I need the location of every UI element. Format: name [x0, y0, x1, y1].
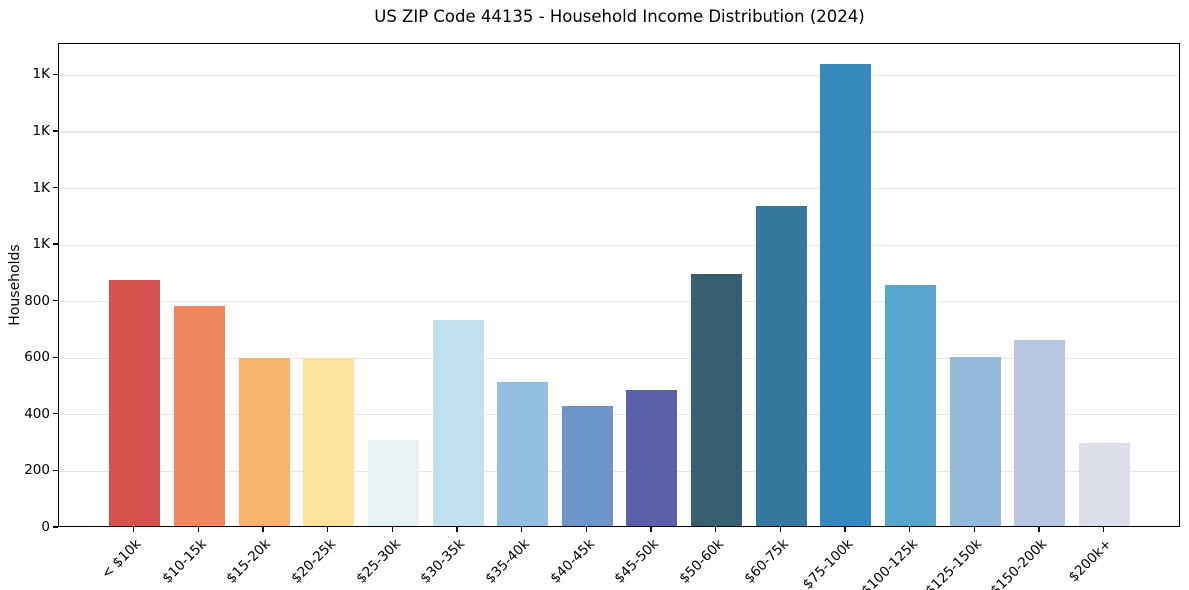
- y-tick-label: 800: [24, 292, 50, 309]
- gridline: [59, 301, 1179, 303]
- x-tick-label: $10-15k: [159, 536, 210, 587]
- y-tick-label: 400: [24, 405, 50, 422]
- plot-area: [58, 43, 1180, 527]
- x-tick-mark: [521, 527, 523, 532]
- x-tick-label: $35-40k: [482, 536, 533, 587]
- bar-$40-45k: [561, 405, 613, 526]
- bar-$60-75k: [755, 205, 807, 526]
- x-tick-label: $150-200k: [987, 536, 1051, 590]
- x-tick-mark: [197, 527, 199, 532]
- x-tick-mark: [327, 527, 329, 532]
- y-tick-label: 1K: [32, 66, 50, 83]
- x-tick-mark: [1038, 527, 1040, 532]
- y-tick-mark: [52, 300, 58, 302]
- gridline: [59, 470, 1179, 472]
- x-tick-label: $40-45k: [546, 536, 598, 587]
- y-tick-mark: [52, 526, 58, 528]
- bar-$10-15k: [173, 305, 225, 526]
- x-tick-label: $75-100k: [799, 536, 857, 590]
- x-tick-mark: [779, 527, 781, 532]
- bar-$30-35k: [432, 320, 484, 526]
- bar-$25-30k: [367, 440, 419, 526]
- y-tick-mark: [52, 243, 58, 245]
- bar-$100-125k: [885, 285, 937, 526]
- x-tick-mark: [1102, 527, 1105, 532]
- x-tick-label: $45-50k: [611, 536, 663, 587]
- gridline: [59, 131, 1179, 133]
- gridline: [59, 74, 1179, 76]
- bar-$150-200k: [1014, 339, 1066, 526]
- x-tick-mark: [133, 527, 135, 532]
- x-tick-mark: [973, 527, 975, 532]
- bar-$45-50k: [626, 389, 678, 526]
- x-tick-label: $20-25k: [288, 536, 339, 587]
- x-tick-mark: [262, 527, 264, 532]
- x-tick-mark: [844, 527, 846, 532]
- x-tick-label: $60-75k: [740, 536, 792, 587]
- x-tick-mark: [585, 527, 587, 532]
- x-tick-label: $125-150k: [922, 536, 986, 590]
- gridline: [59, 357, 1179, 359]
- x-tick-label: $50-60k: [676, 536, 727, 587]
- bar-$20-25k: [303, 358, 355, 526]
- x-tick-mark: [456, 527, 458, 532]
- y-axis-label: Households: [7, 244, 23, 326]
- y-tick-label: 0: [41, 519, 50, 535]
- x-tick-label: < $10k: [98, 536, 146, 583]
- gridline: [59, 414, 1179, 416]
- chart-title: US ZIP Code 44135 - Household Income Dis…: [374, 7, 865, 26]
- bar-$200k+: [1079, 442, 1131, 526]
- gridline: [59, 244, 1179, 246]
- y-tick-mark: [52, 469, 58, 472]
- bar-$50-60k: [691, 273, 743, 526]
- x-tick-mark: [650, 527, 652, 532]
- y-tick-label: 600: [24, 349, 50, 366]
- bar-$125-150k: [949, 356, 1001, 526]
- y-tick-label: 1K: [32, 236, 50, 253]
- y-tick-mark: [52, 356, 58, 358]
- y-tick-label: 1K: [32, 179, 50, 196]
- x-tick-label: $15-20k: [223, 536, 275, 587]
- y-tick-mark: [52, 413, 58, 415]
- y-tick-label: 200: [24, 462, 50, 479]
- y-tick-mark: [52, 130, 58, 132]
- y-tick-mark: [52, 186, 58, 189]
- bar-$15-20k: [238, 358, 290, 526]
- x-tick-mark: [908, 527, 911, 532]
- x-tick-mark: [714, 527, 717, 532]
- gridline: [59, 187, 1179, 190]
- y-tick-label: 1K: [32, 122, 50, 139]
- bar-$75-100k: [820, 64, 872, 526]
- x-tick-label: $25-30k: [352, 536, 404, 587]
- x-tick-label: $200k+: [1065, 536, 1115, 586]
- bar-$35-40k: [497, 381, 549, 526]
- x-tick-label: $100-125k: [858, 536, 921, 590]
- bar-< $10k: [109, 279, 161, 526]
- x-tick-mark: [391, 527, 393, 532]
- y-tick-mark: [52, 73, 58, 76]
- x-tick-label: $30-35k: [417, 536, 469, 587]
